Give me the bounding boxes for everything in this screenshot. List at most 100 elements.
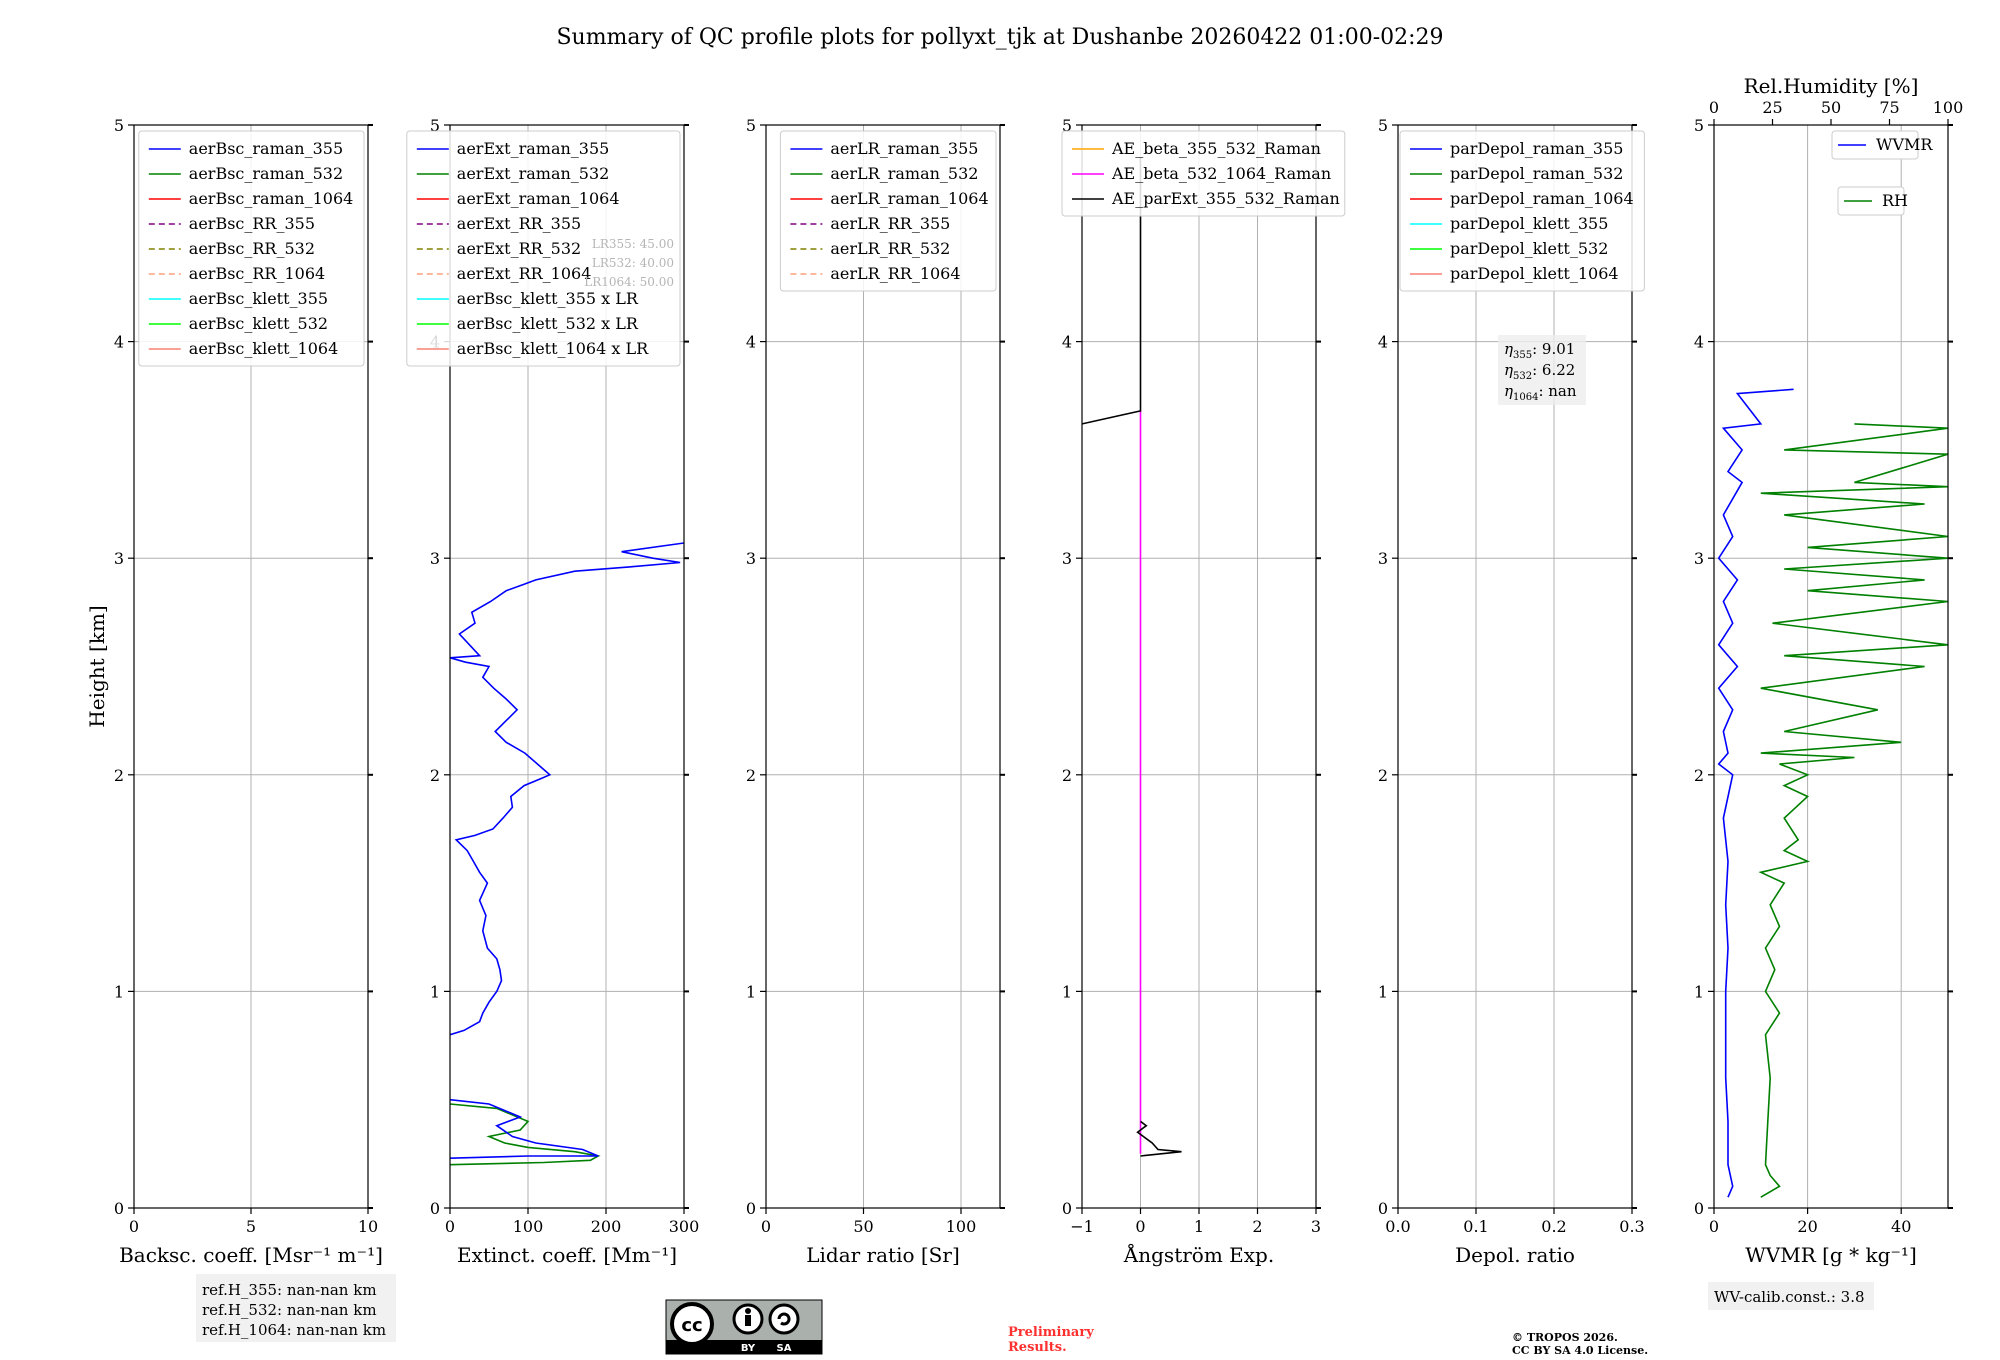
- legend-label: parDepol_raman_355: [1450, 139, 1623, 158]
- legend-frame: [1061, 130, 1346, 217]
- sa-icon: [768, 1303, 800, 1335]
- top-x-axis-label: Rel.Humidity [%]: [1744, 74, 1919, 98]
- legend-label: aerExt_raman_355: [457, 139, 610, 158]
- x-axis-label: WVMR [g * kg⁻¹]: [1745, 1243, 1917, 1267]
- lr-annotation: LR355: 45.00: [592, 237, 674, 251]
- y-tick-label: 4: [1694, 333, 1704, 352]
- x-axis-label: Depol. ratio: [1455, 1243, 1575, 1267]
- top-x-tick-label: 50: [1821, 98, 1841, 117]
- x-tick-label: 0.1: [1463, 1217, 1488, 1236]
- x-tick-label: 50: [853, 1217, 873, 1236]
- y-tick-label: 5: [1694, 116, 1704, 135]
- x-tick-label: 5: [246, 1217, 256, 1236]
- legend: aerExt_raman_355 aerExt_raman_532 aerExt_r…: [406, 130, 681, 367]
- y-tick-label: 5: [746, 116, 756, 135]
- legend-label: aerLR_RR_532: [830, 239, 950, 258]
- y-tick-label: 0: [1694, 1199, 1704, 1218]
- y-axis-label: Height [km]: [85, 605, 109, 727]
- y-tick-label: 3: [1694, 549, 1704, 568]
- legend-label: aerExt_RR_355: [457, 214, 581, 233]
- eta-subscript: 1064: [1513, 392, 1538, 403]
- legend-label: parDepol_raman_532: [1450, 164, 1623, 183]
- legend-label: aerLR_raman_532: [830, 164, 978, 183]
- refh-line: ref.H_1064: nan-nan km: [202, 1321, 386, 1339]
- cc-license-badge: cc BY SA: [665, 1299, 823, 1355]
- x-tick-label: 100: [513, 1217, 544, 1236]
- eta-subscript: 532: [1513, 371, 1532, 382]
- legend-label: AE_parExt_355_532_Raman: [1111, 189, 1340, 208]
- x-axis-label: Backsc. coeff. [Msr⁻¹ m⁻¹]: [119, 1243, 383, 1267]
- legend-frame: [779, 130, 997, 292]
- y-tick-label: 2: [746, 766, 756, 785]
- panel-wv: 0 20 40 0 1 2 3 4 5 WVMR [g * kg⁻¹] 0 25 50 75 100 Rel.…: [1694, 74, 1963, 1267]
- panel-bsc: 0 5 10 0 1 2 3 4 5 Backsc. coeff. [Msr⁻¹ m⁻¹] Heig…: [85, 116, 383, 1267]
- x-axis-label: Extinct. coeff. [Mm⁻¹]: [457, 1243, 677, 1267]
- y-tick-label: 3: [1378, 549, 1388, 568]
- legend-label: WVMR: [1876, 135, 1933, 154]
- y-tick-label: 3: [114, 549, 124, 568]
- y-tick-label: 1: [746, 982, 756, 1001]
- legend-label: aerExt_raman_1064: [457, 189, 620, 208]
- x-tick-label: 0: [1135, 1217, 1145, 1236]
- refh-box: ref.H_355: nan-nan km ref.H_532: nan-nan…: [196, 1274, 396, 1342]
- x-axis-label: Lidar ratio [Sr]: [806, 1243, 960, 1267]
- x-tick-label: −1: [1070, 1217, 1094, 1236]
- legend-label: aerBsc_klett_1064: [189, 339, 338, 358]
- x-tick-label: 0: [761, 1217, 771, 1236]
- y-tick-label: 2: [430, 766, 440, 785]
- y-tick-label: 2: [114, 766, 124, 785]
- axes-frame: [1397, 124, 1633, 1209]
- x-axis-label: Ångström Exp.: [1123, 1242, 1274, 1267]
- series-line-aerExt_raman_532: [450, 1103, 601, 1166]
- y-tick-label: 0: [1062, 1199, 1072, 1218]
- x-tick-label: 100: [946, 1217, 977, 1236]
- legend-label: aerLR_raman_355: [830, 139, 978, 158]
- eta-subscript: 355: [1513, 350, 1532, 361]
- axes-frame: [449, 124, 685, 1209]
- preliminary-text: Results.: [1008, 1340, 1067, 1355]
- eta-value: : 9.01: [1532, 340, 1575, 358]
- eta-value: : nan: [1538, 382, 1576, 400]
- x-tick-label: 0: [1709, 1217, 1719, 1236]
- axes-frame: [765, 124, 1001, 1209]
- x-tick-label: 200: [591, 1217, 622, 1236]
- eta-line: η1064: nan: [1504, 382, 1577, 403]
- y-tick-label: 1: [1694, 982, 1704, 1001]
- y-tick-label: 4: [114, 333, 124, 352]
- preliminary-text: Preliminary: [1008, 1325, 1094, 1340]
- legend: aerBsc_raman_355 aerBsc_raman_532 aerBsc_r…: [138, 130, 365, 367]
- axes-frame: [1713, 124, 1949, 1209]
- x-tick-label: 0.2: [1541, 1217, 1566, 1236]
- legend-label: parDepol_klett_355: [1450, 214, 1608, 233]
- x-tick-label: 300: [669, 1217, 700, 1236]
- y-tick-label: 4: [1378, 333, 1388, 352]
- legend-frame: [1399, 130, 1645, 292]
- eta-value: : 6.22: [1532, 361, 1575, 379]
- legend-label: aerExt_RR_532: [457, 239, 581, 258]
- by-icon-head: [745, 1308, 751, 1314]
- legend: AE_beta_355_532_Raman AE_beta_532_1064_Ra…: [1061, 130, 1346, 217]
- figure-title: Summary of QC profile plots for pollyxt_…: [556, 25, 1443, 50]
- x-tick-label: 10: [358, 1217, 378, 1236]
- y-tick-label: 0: [114, 1199, 124, 1218]
- y-tick-label: 0: [1378, 1199, 1388, 1218]
- y-tick-label: 4: [1062, 333, 1072, 352]
- panel-ext: 0100200300012345Extinct. coeff. [Mm⁻¹]ae…: [406, 116, 700, 1267]
- legend-frame: [138, 130, 365, 367]
- y-tick-label: 5: [430, 116, 440, 135]
- series-line-AE_parExt_355_532_Raman_low: [1136, 1120, 1182, 1157]
- cc-icon: [670, 1302, 714, 1346]
- series-line-RH: [1758, 423, 1948, 1198]
- by-icon-body: [745, 1315, 751, 1326]
- series-line-aerExt_raman_355: [450, 542, 684, 1036]
- x-tick-label: 3: [1311, 1217, 1321, 1236]
- y-tick-label: 1: [1062, 982, 1072, 1001]
- legend-label: parDepol_klett_532: [1450, 239, 1608, 258]
- legend-label: aerBsc_RR_355: [189, 214, 315, 233]
- legend-label: aerBsc_klett_532: [189, 314, 328, 333]
- x-tick-label: 40: [1891, 1217, 1911, 1236]
- y-tick-label: 0: [430, 1199, 440, 1218]
- legend-frame: [406, 130, 681, 367]
